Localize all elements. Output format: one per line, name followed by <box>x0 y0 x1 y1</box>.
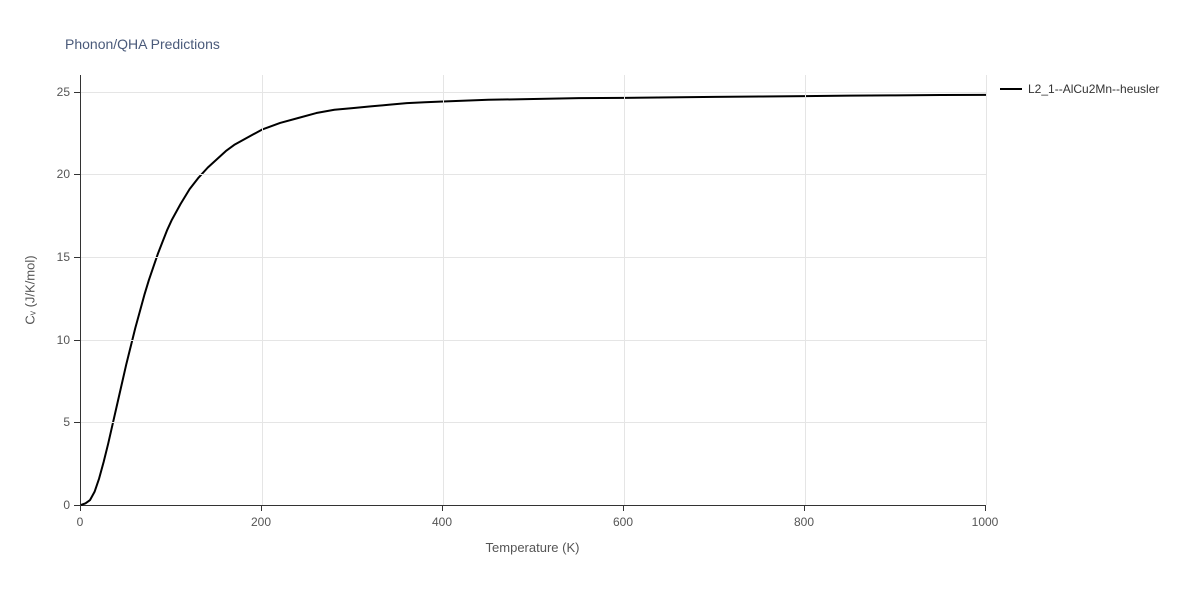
x-tick-mark <box>804 505 805 511</box>
grid-line-vertical <box>624 75 625 505</box>
line-series <box>81 75 986 505</box>
y-tick-mark <box>74 257 80 258</box>
x-tick-mark <box>985 505 986 511</box>
x-tick-label: 200 <box>251 515 271 529</box>
legend: L2_1--AlCu2Mn--heusler <box>1000 82 1159 96</box>
chart-title: Phonon/QHA Predictions <box>65 36 220 52</box>
grid-line-horizontal <box>81 257 986 258</box>
y-axis-label: Cᵥ (J/K/mol) <box>23 255 38 324</box>
x-tick-mark <box>623 505 624 511</box>
chart-container: Phonon/QHA Predictions Temperature (K) C… <box>0 0 1200 600</box>
grid-line-vertical <box>262 75 263 505</box>
grid-line-vertical <box>805 75 806 505</box>
y-tick-label: 25 <box>50 85 70 99</box>
y-tick-mark <box>74 174 80 175</box>
y-tick-mark <box>74 505 80 506</box>
plot-area <box>80 75 986 506</box>
y-tick-mark <box>74 422 80 423</box>
x-tick-label: 0 <box>77 515 84 529</box>
grid-line-horizontal <box>81 340 986 341</box>
y-tick-label: 15 <box>50 250 70 264</box>
y-tick-label: 20 <box>50 167 70 181</box>
x-tick-mark <box>442 505 443 511</box>
y-tick-label: 10 <box>50 333 70 347</box>
grid-line-horizontal <box>81 92 986 93</box>
x-tick-label: 600 <box>613 515 633 529</box>
y-tick-mark <box>74 92 80 93</box>
x-tick-mark <box>80 505 81 511</box>
grid-line-horizontal <box>81 422 986 423</box>
x-tick-label: 800 <box>794 515 814 529</box>
y-tick-label: 0 <box>50 498 70 512</box>
y-tick-label: 5 <box>50 415 70 429</box>
x-tick-label: 400 <box>432 515 452 529</box>
legend-label: L2_1--AlCu2Mn--heusler <box>1028 82 1159 96</box>
grid-line-vertical <box>986 75 987 505</box>
grid-line-vertical <box>443 75 444 505</box>
x-axis-label: Temperature (K) <box>486 540 580 555</box>
legend-swatch <box>1000 88 1022 90</box>
x-tick-label: 1000 <box>972 515 999 529</box>
grid-line-horizontal <box>81 174 986 175</box>
x-tick-mark <box>261 505 262 511</box>
series-line <box>81 95 986 505</box>
y-tick-mark <box>74 340 80 341</box>
